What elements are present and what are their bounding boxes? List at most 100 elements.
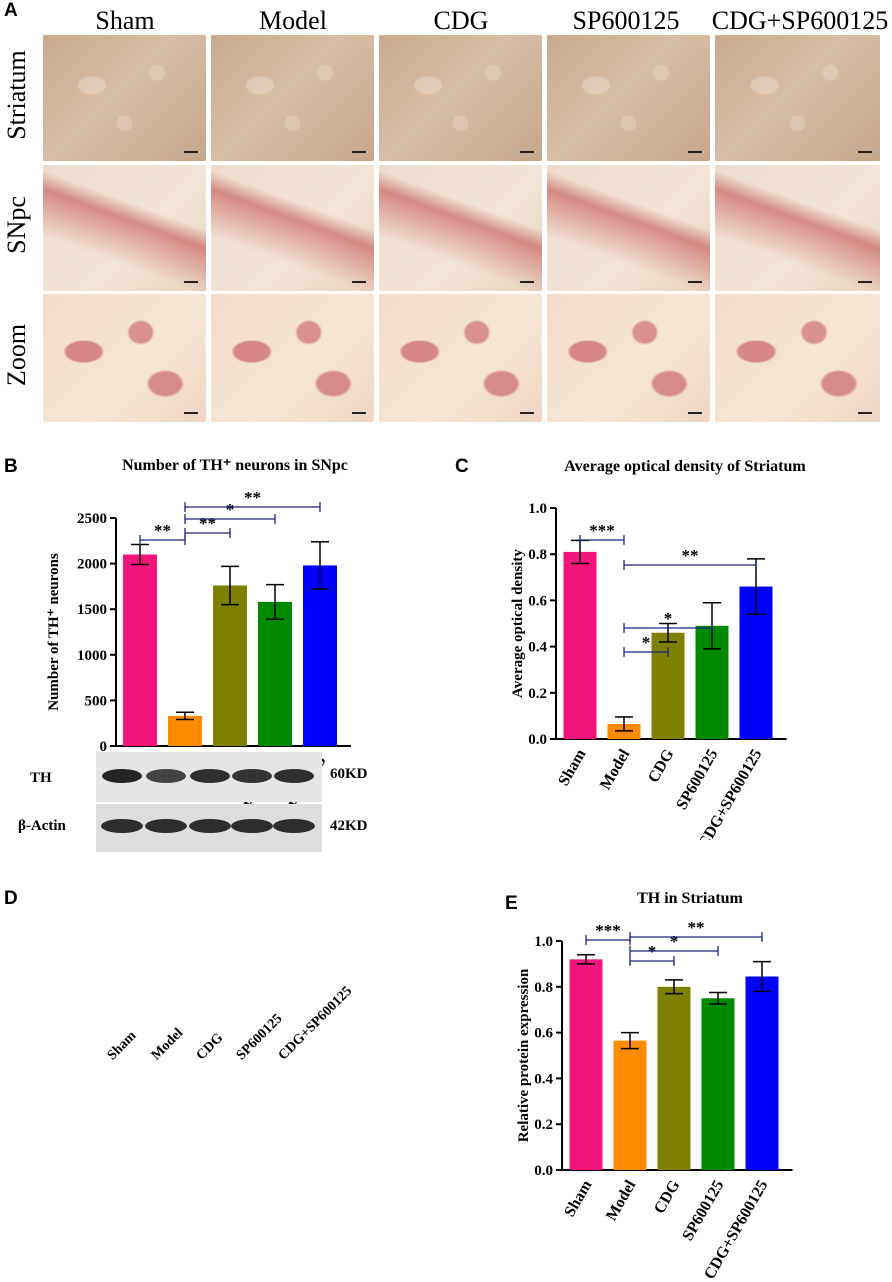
chart-e-title: TH in Striatum xyxy=(637,890,743,907)
column-header-sp600125: SP600125 xyxy=(572,6,680,35)
y-tick-label: 0 xyxy=(100,739,108,755)
micrograph-zoom-sp600125 xyxy=(547,294,710,422)
y-tick-label: 1.0 xyxy=(534,934,553,950)
scale-bar xyxy=(688,151,702,153)
micrograph-striatum-sham xyxy=(43,35,206,161)
scale-bar xyxy=(520,412,534,414)
blot-band xyxy=(146,769,186,783)
micrograph-zoom-sham xyxy=(43,294,206,422)
y-axis-label: Relative protein expression xyxy=(516,968,532,1142)
bar-0 xyxy=(123,554,157,746)
blot-band xyxy=(101,819,143,833)
scale-bar xyxy=(858,281,872,283)
blot-band xyxy=(102,769,142,783)
scale-bar xyxy=(858,151,872,153)
row-header-zoom: Zoom xyxy=(2,323,31,387)
y-tick-label: 2000 xyxy=(77,557,107,573)
micrograph-striatum-model xyxy=(211,35,374,161)
blot-band xyxy=(232,769,272,783)
y-tick-label: 1.0 xyxy=(528,501,547,517)
panel-label-c: C xyxy=(455,456,469,477)
micrograph-snpc-sp600125 xyxy=(547,165,710,291)
scale-bar xyxy=(184,151,198,153)
blot-band xyxy=(273,819,315,833)
row-header-striatum: Striatum xyxy=(2,50,31,140)
panel-label-e: E xyxy=(505,893,518,914)
y-tick-label: 0.2 xyxy=(528,686,547,702)
x-tick-label: SP600125 xyxy=(679,1178,727,1244)
y-tick-label: 0.4 xyxy=(534,1071,553,1087)
significance-label: * xyxy=(642,633,651,652)
y-tick-label: 0.6 xyxy=(534,1026,553,1042)
bar-4 xyxy=(303,565,337,746)
bar-0 xyxy=(569,959,603,1170)
micrograph-snpc-cdg-sp600125 xyxy=(715,165,880,291)
significance-label: ** xyxy=(244,488,261,507)
blot-band xyxy=(145,819,187,833)
blot-image-th xyxy=(96,752,322,802)
micrograph-striatum-sp600125 xyxy=(547,35,710,161)
significance-label: * xyxy=(226,500,235,519)
significance-label: *** xyxy=(589,521,615,540)
micrograph-striatum-cdg-sp600125 xyxy=(715,35,880,161)
y-tick-label: 0.0 xyxy=(534,1163,553,1179)
bar-1 xyxy=(168,715,202,746)
blot-lane-sham: Sham xyxy=(104,1028,140,1064)
column-header-model: Model xyxy=(259,6,327,35)
significance-label: ** xyxy=(199,514,216,533)
column-header-cdg-sp600125: CDG+SP600125 xyxy=(711,6,889,35)
significance-label: ** xyxy=(154,521,171,540)
y-tick-label: 1000 xyxy=(77,648,107,664)
y-tick-label: 1500 xyxy=(77,602,107,618)
micrograph-snpc-sham xyxy=(43,165,206,291)
significance-label: * xyxy=(664,609,673,628)
scale-bar xyxy=(352,412,366,414)
scale-bar xyxy=(858,412,872,414)
bar-3 xyxy=(701,998,735,1170)
bar-2 xyxy=(213,585,247,746)
y-axis-label: Average optical density xyxy=(510,549,526,698)
y-tick-label: 0.0 xyxy=(528,732,547,748)
x-tick-label: SP600125 xyxy=(673,747,721,813)
y-tick-label: 0.2 xyxy=(534,1117,553,1133)
blot-band xyxy=(231,819,273,833)
scale-bar xyxy=(520,151,534,153)
y-tick-label: 0.8 xyxy=(534,980,553,996)
scale-bar xyxy=(184,412,198,414)
micrograph-striatum-cdg xyxy=(379,35,542,161)
x-tick-label: CDG xyxy=(651,1177,684,1217)
micrograph-snpc-model xyxy=(211,165,374,291)
micrograph-zoom-cdg xyxy=(379,294,542,422)
column-header-cdg: CDG xyxy=(433,6,489,35)
scale-bar xyxy=(184,281,198,283)
chart-c-title: Average optical density of Striatum xyxy=(564,458,806,475)
significance-label: *** xyxy=(595,921,621,940)
x-tick-label: Sham xyxy=(555,746,590,789)
blot-image-actin xyxy=(96,804,322,852)
blot-lane-cdg: CDG xyxy=(193,1030,227,1064)
bar-4 xyxy=(745,976,779,1170)
column-header-sham: Sham xyxy=(95,6,155,35)
scale-bar xyxy=(688,281,702,283)
blot-lane-cdg-sp600125: CDG+SP600125 xyxy=(275,983,356,1064)
bar-2 xyxy=(657,986,691,1170)
scale-bar xyxy=(352,281,366,283)
micrograph-zoom-model xyxy=(211,294,374,422)
y-tick-label: 500 xyxy=(85,693,108,709)
x-tick-label: Sham xyxy=(561,1177,596,1220)
significance-label: * xyxy=(670,932,679,951)
x-tick-label: Model xyxy=(603,1177,640,1224)
blot-band xyxy=(190,769,230,783)
chart-b-title: Number of TH⁺ neurons in SNpc xyxy=(122,457,348,474)
blot-lane-model: Model xyxy=(148,1025,187,1064)
blot-band-size-th: 60KD xyxy=(330,766,368,782)
y-tick-label: 0.6 xyxy=(528,593,547,609)
significance-label: ** xyxy=(682,546,699,565)
y-tick-label: 0.4 xyxy=(528,640,547,656)
row-header-snpc: SNpc xyxy=(2,196,31,254)
blot-band xyxy=(189,819,231,833)
chart-c: 0.0 0.2 0.4 0.6 0.8 1.0 Average optical densit… xyxy=(510,501,787,840)
panel-label-a: A xyxy=(4,0,18,21)
blot-band-label-th: TH xyxy=(30,770,52,786)
y-tick-label: 0.8 xyxy=(528,547,547,563)
